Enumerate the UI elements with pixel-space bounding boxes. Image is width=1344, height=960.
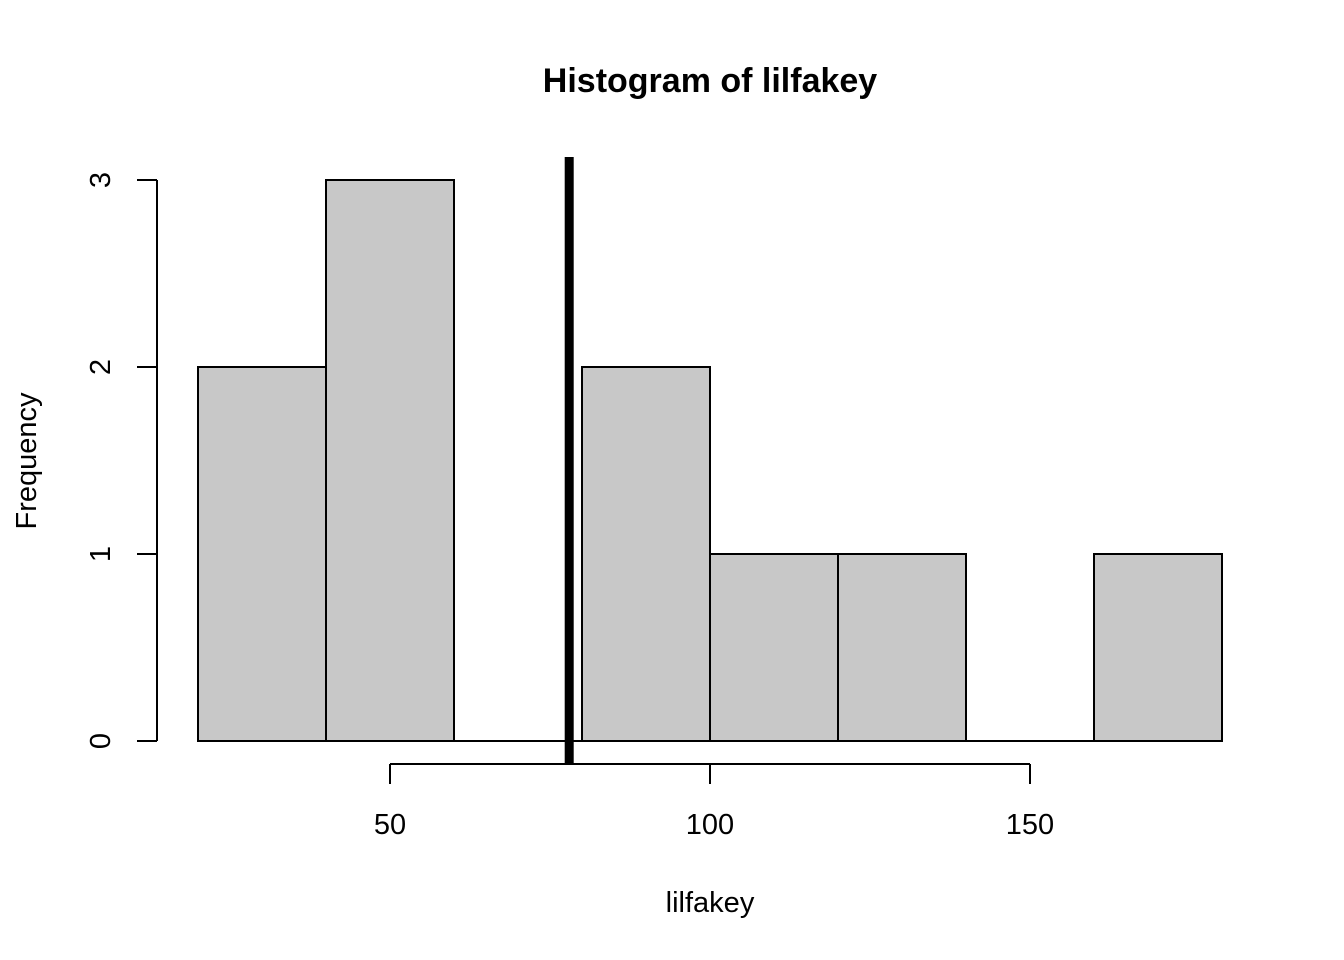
bars-layer	[197, 179, 1223, 742]
histogram-bar	[709, 553, 839, 742]
y-tick-label: 0	[85, 733, 117, 749]
y-tick-label: 2	[85, 359, 117, 375]
histogram-bar	[837, 553, 967, 742]
x-axis: 50 100 150	[374, 763, 1054, 841]
y-tick-label: 1	[85, 546, 117, 562]
x-axis-label: lilfakey	[666, 887, 755, 919]
y-tick-label: 3	[85, 172, 117, 188]
histogram-bar	[325, 179, 455, 742]
histogram-bar	[581, 366, 711, 742]
histogram-bar	[197, 366, 327, 742]
x-tick-label: 150	[1006, 809, 1054, 841]
x-tick-label: 100	[686, 809, 734, 841]
chart-title: Histogram of lilfakey	[543, 62, 878, 100]
y-axis: 0 1 2 3	[85, 172, 158, 749]
y-axis-label: Frequency	[11, 392, 43, 530]
histogram-bar	[1093, 553, 1223, 742]
x-tick-label: 50	[374, 809, 406, 841]
